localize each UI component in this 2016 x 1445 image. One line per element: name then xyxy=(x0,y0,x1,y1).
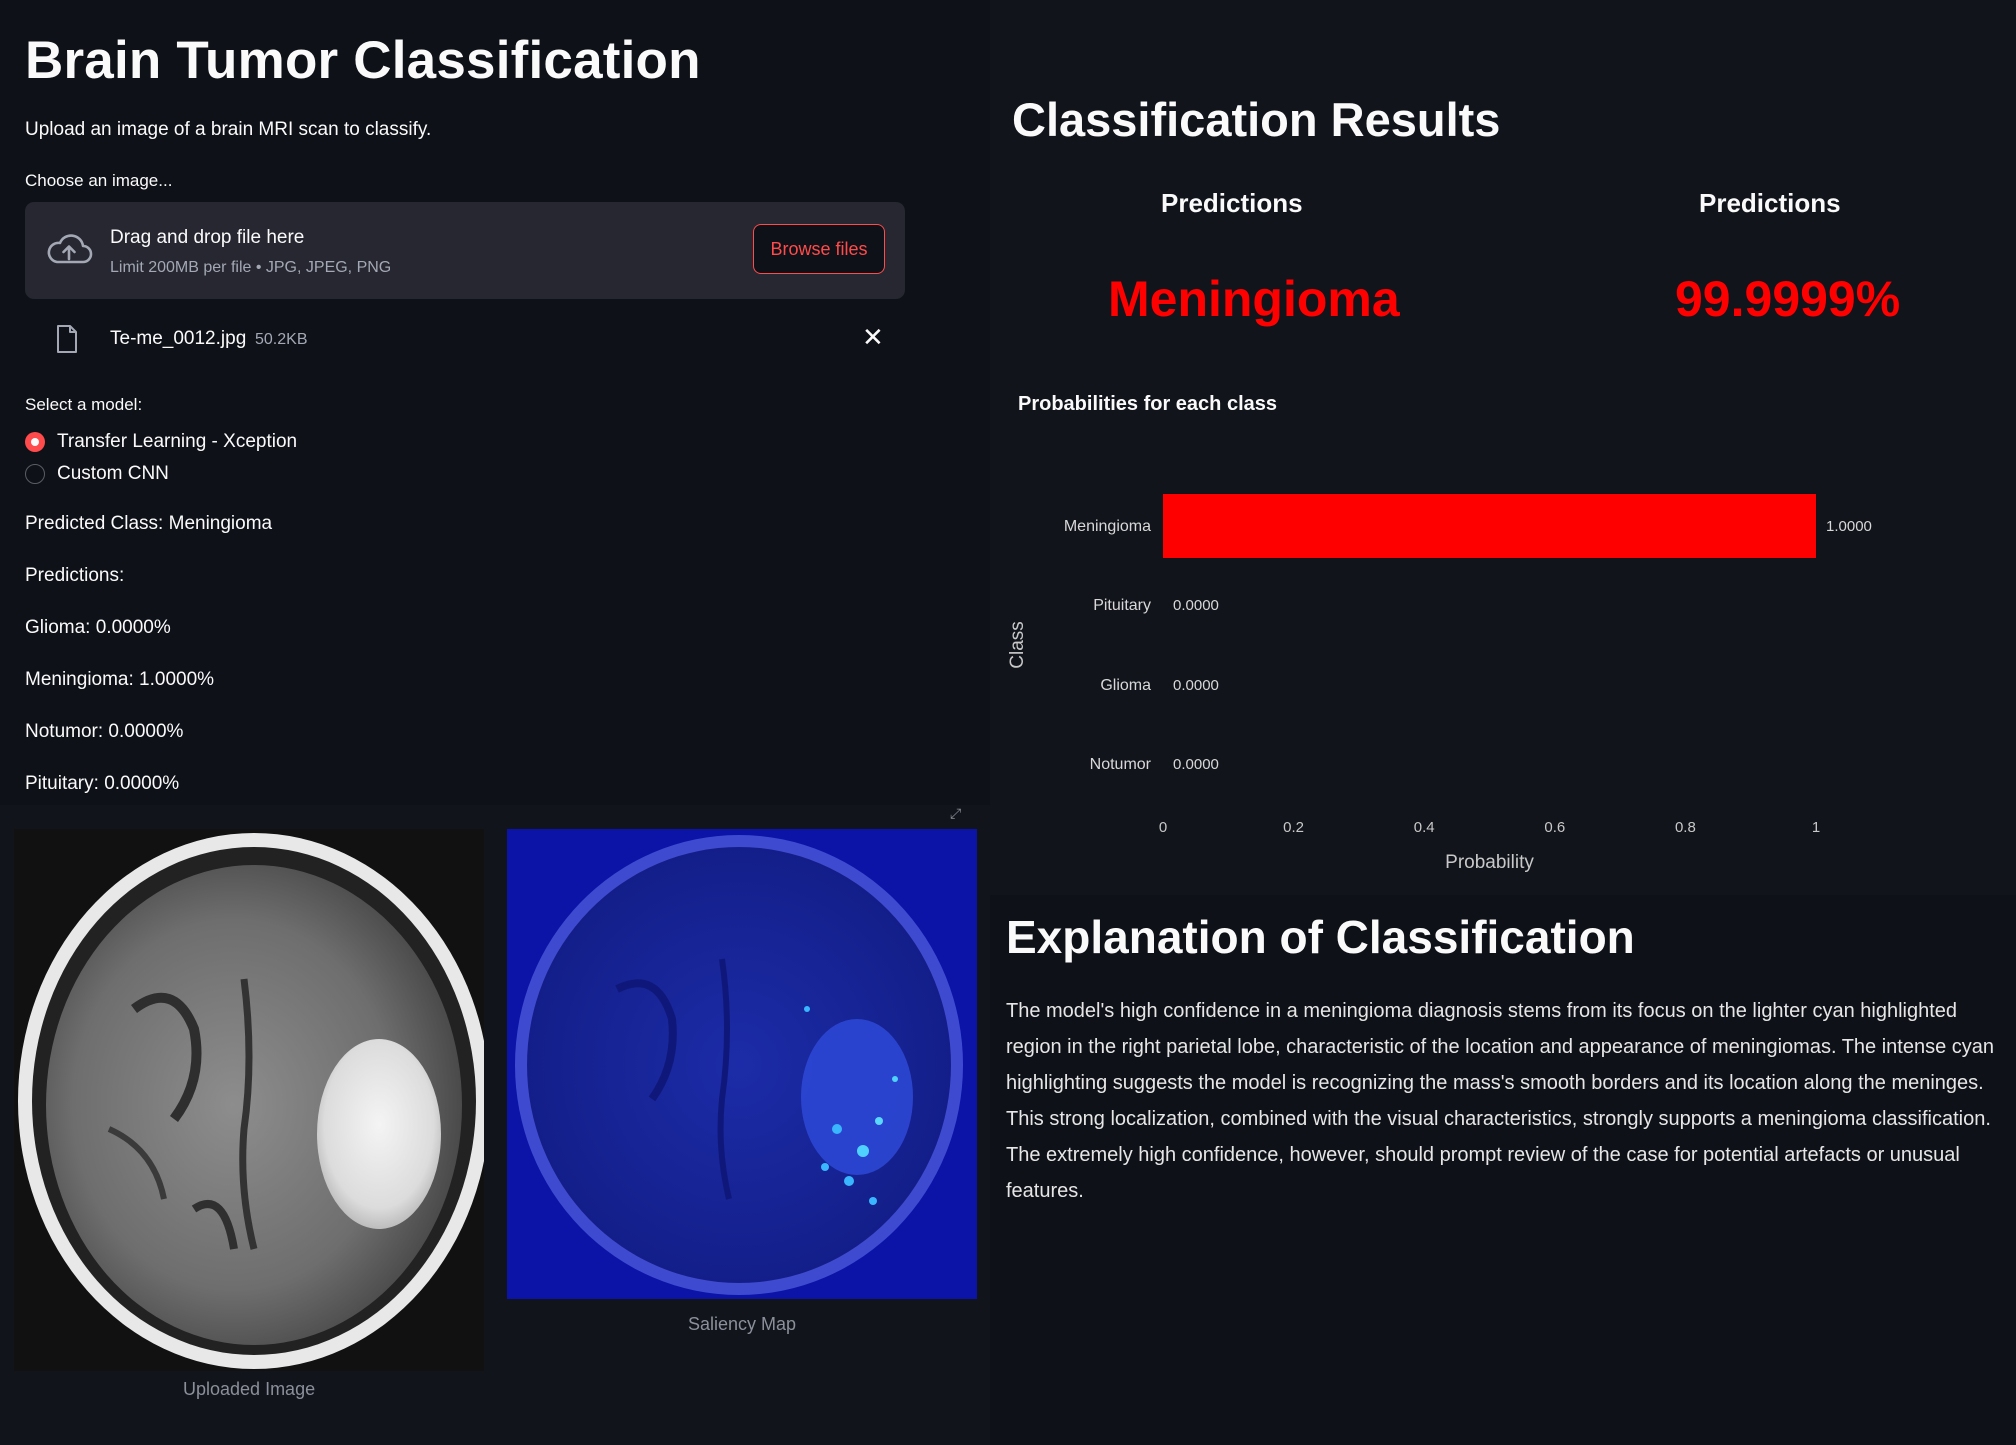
explanation-title: Explanation of Classification xyxy=(1006,911,1635,963)
image-comparison-panel: ⤢ xyxy=(0,805,990,1445)
data-label: 0.0000 xyxy=(1173,756,1219,773)
probability-bar-chart: Meningioma 1.0000 Pituitary 0.0000 Glioma 0.0… xyxy=(1007,494,1872,873)
predicted-class-text: Predicted Class: Meningioma xyxy=(25,513,273,534)
y-tick-label: Meningioma xyxy=(1064,518,1151,535)
y-axis-label: Class xyxy=(1007,621,1028,669)
model-select-label: Select a model: xyxy=(25,395,143,414)
file-dropzone[interactable]: Drag and drop file here Limit 200MB per … xyxy=(25,202,905,299)
x-axis-label: Probability xyxy=(1445,852,1534,873)
x-tick-label: 1 xyxy=(1812,819,1820,836)
x-tick-label: 0.6 xyxy=(1544,819,1565,836)
browse-files-button[interactable]: Browse files xyxy=(753,224,885,274)
confidence-value: 99.9999% xyxy=(1675,271,1901,327)
saliency-map-caption: Saliency Map xyxy=(688,1314,797,1334)
uploaded-file-row: Te-me_0012.jpg 50.2KB ✕ xyxy=(25,318,905,362)
chart-title: Probabilities for each class xyxy=(1018,393,1277,415)
radio-label: Transfer Learning - Xception xyxy=(57,431,298,452)
uploaded-image-caption: Uploaded Image xyxy=(183,1379,316,1399)
data-label: 0.0000 xyxy=(1173,597,1219,614)
data-label: 0.0000 xyxy=(1173,677,1219,694)
predictions-label: Predictions: xyxy=(25,565,125,586)
remove-file-close-icon[interactable]: ✕ xyxy=(862,322,884,352)
uploader-label: Choose an image... xyxy=(25,171,173,190)
dropzone-limit: Limit 200MB per file • JPG, JPEG, PNG xyxy=(110,259,392,276)
radio-option-custom-cnn[interactable]: Custom CNN xyxy=(25,461,169,487)
page-title: Brain Tumor Classification xyxy=(25,31,701,90)
x-tick-label: 0.2 xyxy=(1283,819,1304,836)
file-icon xyxy=(57,325,77,353)
saliency-map-image xyxy=(507,829,977,1299)
bar-meningioma xyxy=(1163,494,1816,558)
radio-selected-icon[interactable] xyxy=(25,432,45,452)
y-tick-label: Glioma xyxy=(1100,677,1151,694)
prediction-heading-class: Predictions xyxy=(1161,188,1303,218)
cloud-upload-icon xyxy=(47,234,93,264)
radio-option-xception[interactable]: Transfer Learning - Xception xyxy=(25,429,297,455)
x-tick-label: 0 xyxy=(1159,819,1167,836)
prediction-line-notumor: Notumor: 0.0000% xyxy=(25,721,184,742)
y-tick-label: Pituitary xyxy=(1093,597,1151,614)
x-tick-label: 0.4 xyxy=(1414,819,1435,836)
predicted-class-value: Meningioma xyxy=(1108,271,1400,327)
page-subtitle: Upload an image of a brain MRI scan to c… xyxy=(25,119,432,140)
uploaded-mri-image xyxy=(14,829,484,1371)
prediction-line-meningioma: Meningioma: 1.0000% xyxy=(25,669,215,690)
radio-unselected-icon[interactable] xyxy=(25,464,45,484)
radio-label: Custom CNN xyxy=(57,463,169,484)
classification-results-card: Classification Results Predictions Predi… xyxy=(990,0,2016,895)
sidebar-panel: Brain Tumor Classification Upload an ima… xyxy=(0,0,990,1445)
file-name: Te-me_0012.jpg xyxy=(110,328,247,349)
dropzone-instructions: Drag and drop file here xyxy=(110,227,305,248)
x-tick-label: 0.8 xyxy=(1675,819,1696,836)
prediction-heading-confidence: Predictions xyxy=(1699,188,1841,218)
results-panel: Classification Results Predictions Predi… xyxy=(990,0,2016,1445)
explanation-text: The model's high confidence in a meningi… xyxy=(1006,1000,1995,1202)
y-tick-label: Notumor xyxy=(1090,756,1152,773)
prediction-line-glioma: Glioma: 0.0000% xyxy=(25,617,171,638)
data-label: 1.0000 xyxy=(1826,518,1872,535)
prediction-line-pituitary: Pituitary: 0.0000% xyxy=(25,773,180,794)
results-title: Classification Results xyxy=(1012,93,1501,146)
fullscreen-expand-icon[interactable]: ⤢ xyxy=(950,805,962,821)
file-size: 50.2KB xyxy=(255,331,308,348)
